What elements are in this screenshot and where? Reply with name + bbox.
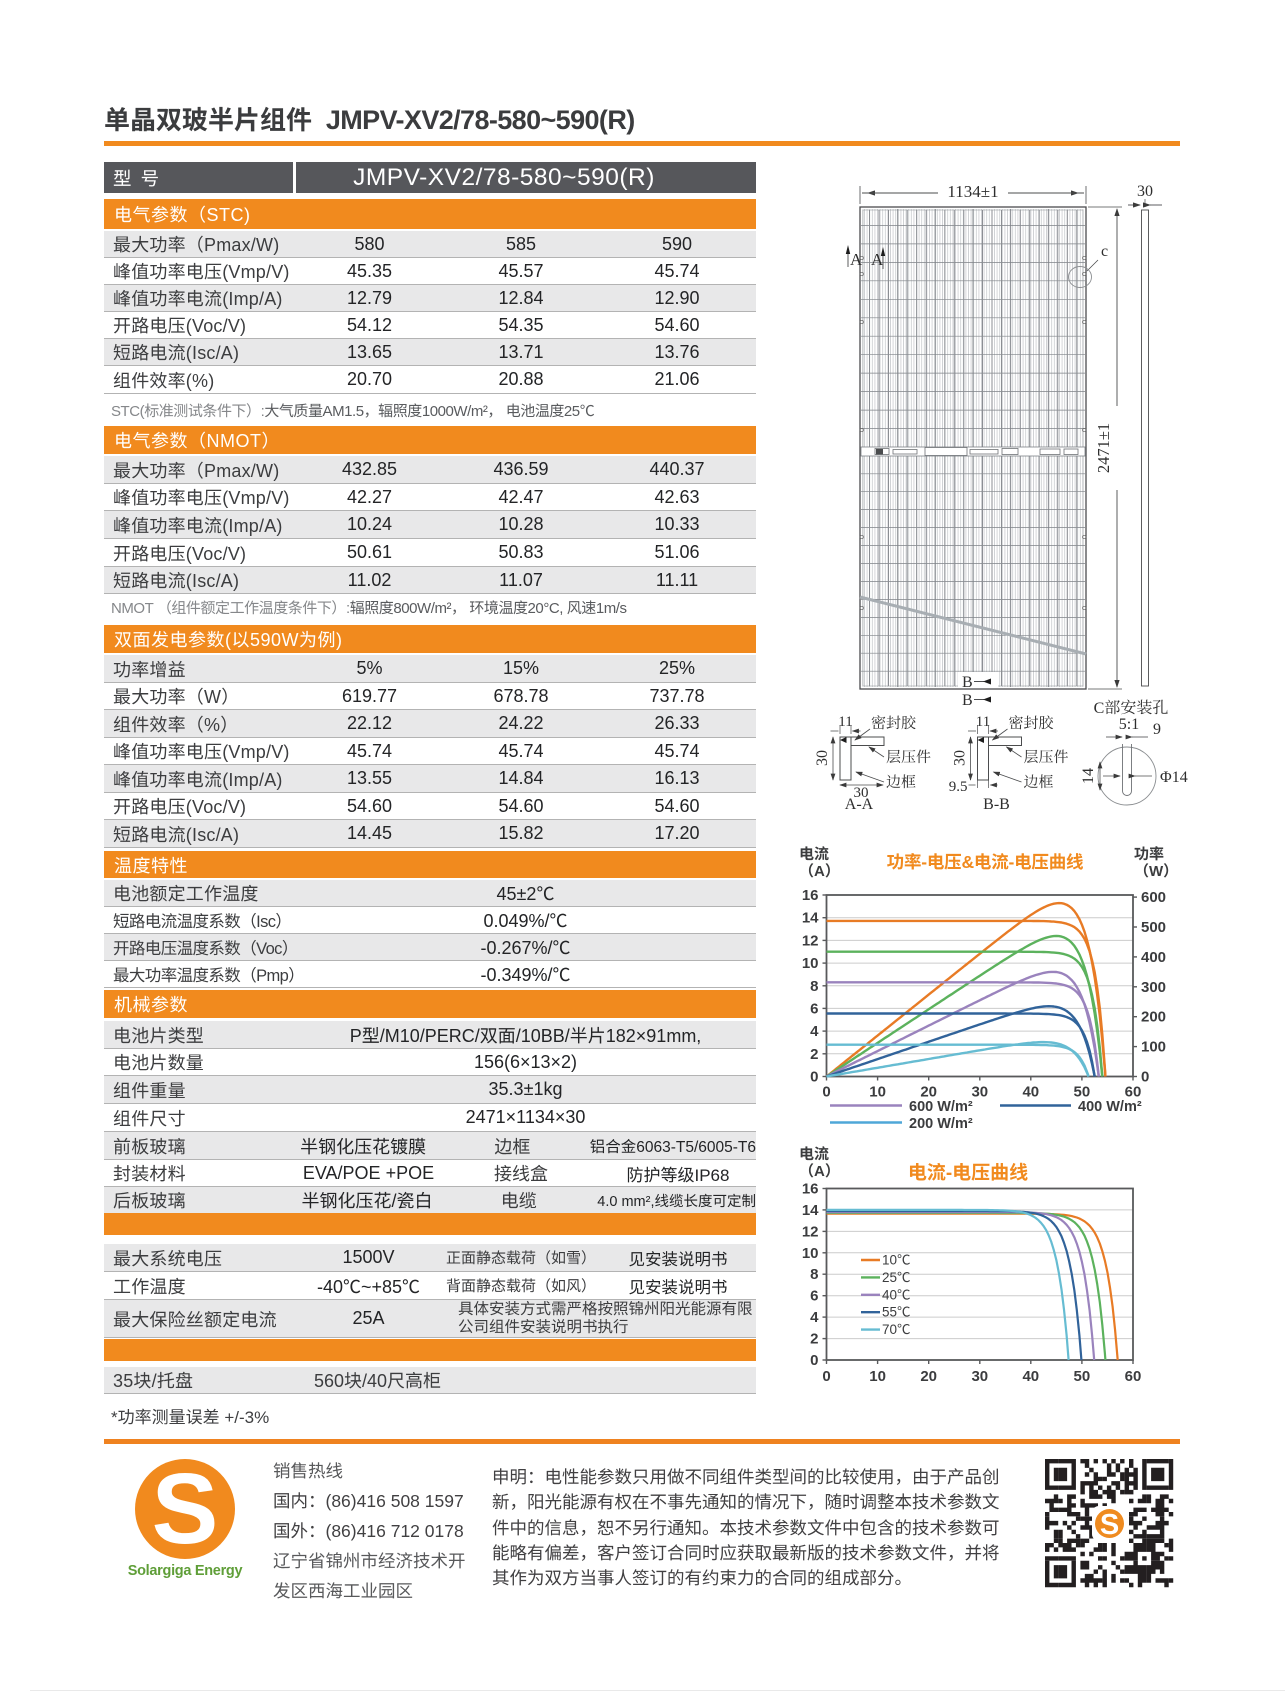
svg-text:30: 30 <box>814 750 831 766</box>
svg-text:S: S <box>152 1453 219 1565</box>
svg-text:30: 30 <box>854 785 869 801</box>
svg-text:400 W/m²: 400 W/m² <box>1078 1099 1142 1115</box>
svg-text:4: 4 <box>810 1023 819 1040</box>
svg-text:1134±1: 1134±1 <box>947 182 998 201</box>
svg-text:11: 11 <box>976 714 990 730</box>
svg-text:50: 50 <box>1074 1368 1091 1385</box>
svg-text:30: 30 <box>1137 183 1153 200</box>
svg-text:30: 30 <box>971 1368 988 1385</box>
svg-text:40: 40 <box>1022 1084 1039 1101</box>
svg-text:20: 20 <box>920 1368 937 1385</box>
svg-text:55℃: 55℃ <box>882 1305 911 1320</box>
svg-text:200: 200 <box>1141 1009 1166 1026</box>
svg-text:40℃: 40℃ <box>882 1287 911 1302</box>
svg-text:14: 14 <box>1080 768 1097 784</box>
svg-text:5:1: 5:1 <box>1119 716 1139 733</box>
svg-text:10: 10 <box>869 1084 886 1101</box>
svg-text:6: 6 <box>810 1288 818 1305</box>
svg-text:16: 16 <box>802 1181 819 1198</box>
svg-text:10℃: 10℃ <box>882 1253 911 1268</box>
svg-text:0: 0 <box>1141 1069 1149 1086</box>
svg-text:Φ14: Φ14 <box>1160 769 1188 786</box>
svg-text:30: 30 <box>952 750 969 766</box>
svg-text:2471±1: 2471±1 <box>1094 423 1113 473</box>
svg-text:0: 0 <box>810 1352 818 1369</box>
svg-text:A: A <box>871 250 884 269</box>
svg-text:60: 60 <box>1125 1368 1142 1385</box>
svg-text:10: 10 <box>802 955 819 972</box>
svg-text:10: 10 <box>802 1245 819 1262</box>
svg-text:200 W/m²: 200 W/m² <box>909 1116 973 1132</box>
svg-text:20: 20 <box>920 1084 937 1101</box>
svg-text:12: 12 <box>802 932 819 949</box>
svg-text:70℃: 70℃ <box>882 1322 911 1337</box>
svg-text:9.5: 9.5 <box>949 779 968 795</box>
svg-text:边框: 边框 <box>1024 774 1054 791</box>
svg-text:B-B: B-B <box>983 796 1010 813</box>
svg-text:c: c <box>1101 243 1108 260</box>
svg-text:2: 2 <box>810 1046 818 1063</box>
svg-text:边框: 边框 <box>886 774 916 791</box>
svg-text:12: 12 <box>802 1223 819 1240</box>
svg-text:100: 100 <box>1141 1039 1166 1056</box>
svg-text:4: 4 <box>810 1309 819 1326</box>
svg-text:0: 0 <box>822 1368 830 1385</box>
svg-text:9: 9 <box>1153 721 1161 738</box>
svg-text:B: B <box>962 674 973 691</box>
svg-text:8: 8 <box>810 1266 818 1283</box>
svg-text:11: 11 <box>838 714 852 730</box>
svg-text:0: 0 <box>810 1069 818 1086</box>
svg-text:600 W/m²: 600 W/m² <box>909 1099 973 1115</box>
svg-text:6: 6 <box>810 1000 818 1017</box>
svg-text:B: B <box>962 692 973 709</box>
svg-text:2: 2 <box>810 1331 818 1348</box>
svg-text:30: 30 <box>971 1084 988 1101</box>
svg-text:A: A <box>850 250 863 269</box>
svg-text:16: 16 <box>802 887 819 904</box>
svg-text:300: 300 <box>1141 979 1166 996</box>
svg-text:14: 14 <box>802 910 819 927</box>
svg-text:25℃: 25℃ <box>882 1270 911 1285</box>
svg-text:密封胶: 密封胶 <box>1009 715 1055 732</box>
svg-text:S: S <box>1100 1509 1119 1541</box>
svg-text:0: 0 <box>822 1084 830 1101</box>
svg-text:500: 500 <box>1141 919 1166 936</box>
svg-text:14: 14 <box>802 1202 819 1219</box>
svg-text:Solargiga Energy: Solargiga Energy <box>128 1563 243 1579</box>
svg-text:层压件: 层压件 <box>1024 749 1069 766</box>
svg-text:50: 50 <box>1074 1084 1091 1101</box>
svg-text:60: 60 <box>1125 1084 1142 1101</box>
svg-text:层压件: 层压件 <box>886 749 931 766</box>
svg-text:400: 400 <box>1141 949 1166 966</box>
svg-text:600: 600 <box>1141 889 1166 906</box>
svg-text:40: 40 <box>1022 1368 1039 1385</box>
svg-text:10: 10 <box>869 1368 886 1385</box>
svg-text:密封胶: 密封胶 <box>871 715 917 732</box>
svg-text:A-A: A-A <box>845 796 874 813</box>
svg-text:C部安装孔: C部安装孔 <box>1094 699 1169 717</box>
svg-text:8: 8 <box>810 978 818 995</box>
